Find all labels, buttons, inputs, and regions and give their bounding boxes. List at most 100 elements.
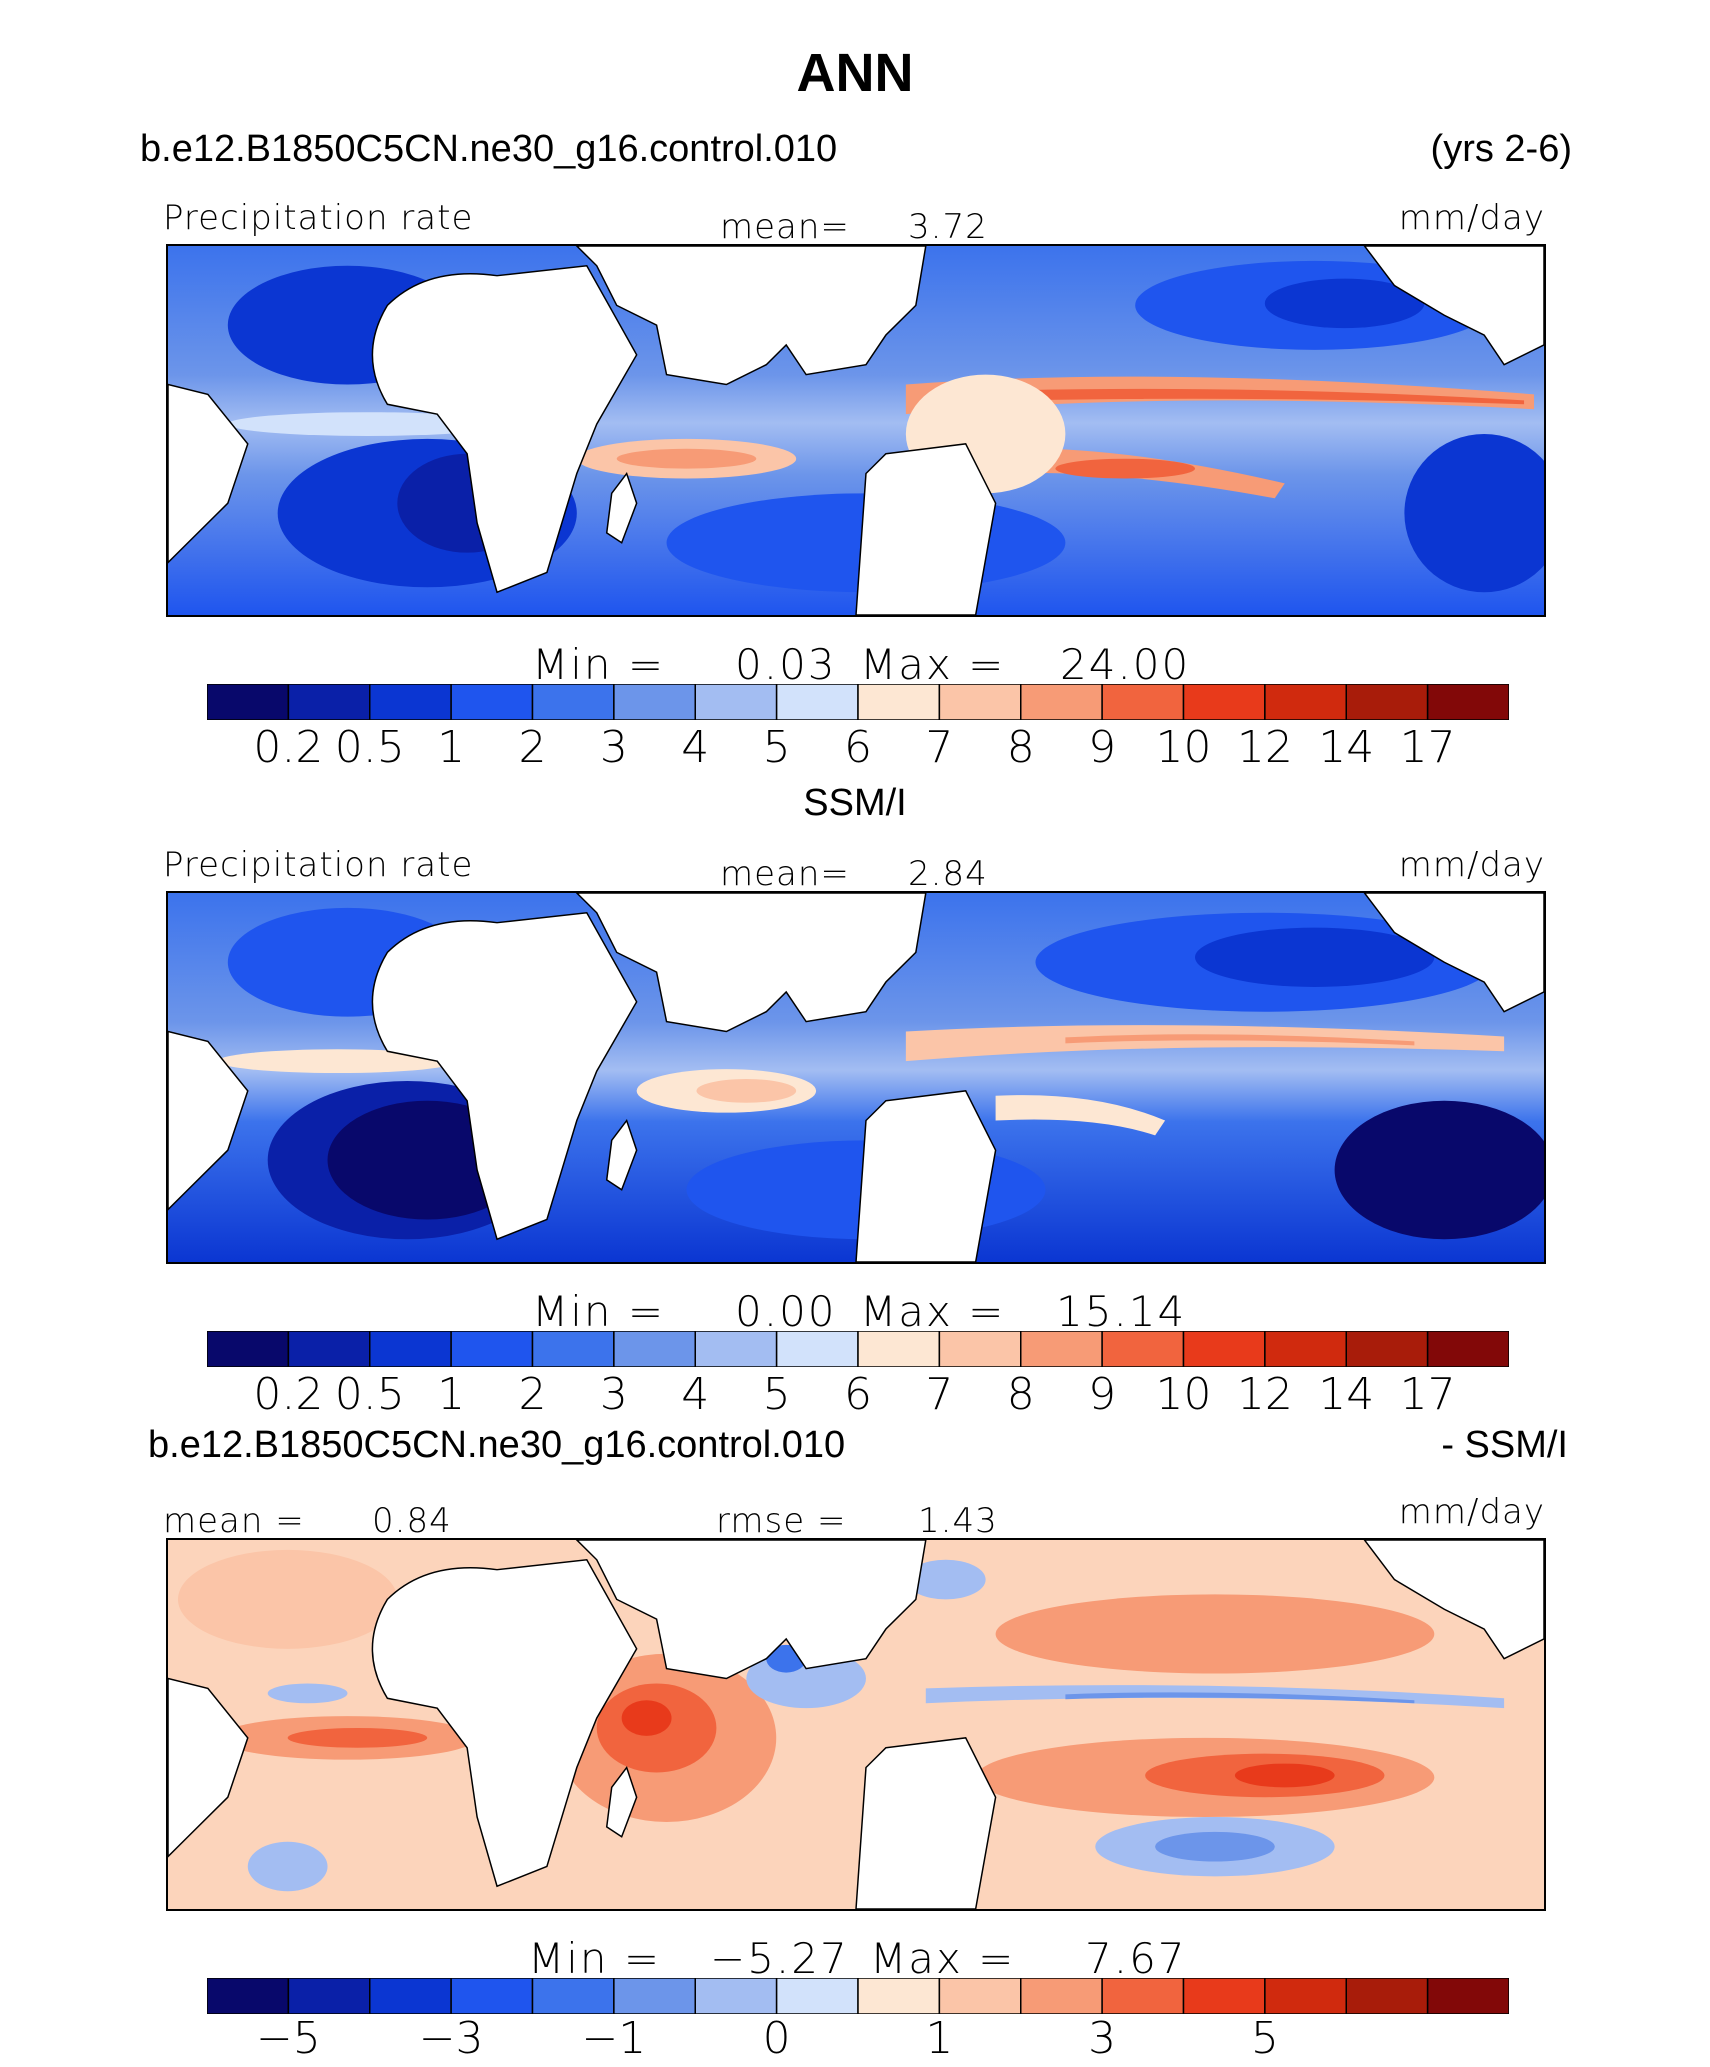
colorbar-box-2-0 bbox=[207, 1331, 290, 1367]
tick-label: 8 bbox=[1006, 1369, 1035, 1420]
africa bbox=[371, 911, 638, 1241]
colorbar-box-1-5 bbox=[613, 684, 697, 720]
australia bbox=[855, 1737, 997, 1909]
colorbar-box-2-7 bbox=[775, 1331, 859, 1367]
tick-label: 7 bbox=[925, 722, 954, 773]
colorbar-box-2-5 bbox=[613, 1331, 697, 1367]
panel3-rmse-label: rmse = bbox=[716, 1501, 847, 1541]
colorbar-box-2-15 bbox=[1426, 1331, 1509, 1367]
panel1-map bbox=[166, 244, 1546, 617]
colorbar-box-3-15 bbox=[1426, 1978, 1509, 2014]
panel2-variable: Precipitation rate bbox=[163, 845, 474, 885]
colorbar-box-3-4 bbox=[531, 1978, 615, 2014]
tick-label: 12 bbox=[1236, 1369, 1293, 1420]
colorbar-box-1-10 bbox=[1020, 684, 1103, 720]
colorbar-box-3-8 bbox=[857, 1978, 941, 2014]
colorbar-box-2-6 bbox=[694, 1331, 778, 1367]
north-america bbox=[1363, 246, 1544, 366]
panel2-min-value: 0.00 bbox=[735, 1287, 837, 1336]
panel1-variable: Precipitation rate bbox=[163, 198, 474, 238]
north-america bbox=[1363, 1540, 1544, 1660]
dry-zone-se-pacific bbox=[1404, 433, 1544, 593]
panel3-rmse-value: 1.43 bbox=[918, 1501, 998, 1541]
tick-label: 7 bbox=[925, 1369, 954, 1420]
panel1-mean-label: mean= bbox=[720, 207, 850, 247]
colorbar-box-2-8 bbox=[857, 1331, 941, 1367]
colorbar-box-1-8 bbox=[857, 684, 941, 720]
colorbar-box-1-12 bbox=[1182, 684, 1266, 720]
africa bbox=[371, 264, 638, 594]
asia bbox=[575, 246, 927, 386]
tick-label: 2 bbox=[518, 1369, 547, 1420]
panel1-max-label: Max = bbox=[860, 640, 1006, 689]
colorbar-box-1-13 bbox=[1264, 684, 1348, 720]
panel1-max-value: 24.00 bbox=[1060, 640, 1191, 689]
colorbar-box-1-1 bbox=[287, 684, 371, 720]
south-america bbox=[168, 383, 249, 564]
diff-suffix: - SSM/I bbox=[1441, 1424, 1568, 1466]
obs-title: SSM/I bbox=[803, 782, 907, 824]
tick-label: 4 bbox=[681, 1369, 710, 1420]
colorbar-box-3-13 bbox=[1264, 1978, 1348, 2014]
tick-label: 6 bbox=[844, 722, 872, 773]
tick-label: 17 bbox=[1399, 722, 1456, 773]
australia bbox=[855, 443, 997, 615]
north-america bbox=[1363, 893, 1544, 1013]
panel2-mean-label: mean= bbox=[720, 854, 850, 894]
tick-label: 0.2 bbox=[253, 1369, 324, 1420]
tick-label: 0.2 bbox=[253, 722, 324, 773]
panel2-tick-labels: 0.2 0.5 1 2 3 4 5 6 7 8 9 10 12 14 17 bbox=[207, 1369, 1509, 1425]
tick-label: 10 bbox=[1155, 1369, 1212, 1420]
colorbar-box-2-9 bbox=[938, 1331, 1022, 1367]
tick-label: 0 bbox=[762, 2013, 791, 2064]
colorbar-box-3-10 bbox=[1020, 1978, 1103, 2014]
itcz-pacific bbox=[905, 1025, 1505, 1062]
colorbar-box-2-12 bbox=[1182, 1331, 1266, 1367]
panel1-min-label: Min = bbox=[532, 640, 666, 689]
tick-label: 6 bbox=[844, 1369, 872, 1420]
colorbar-box-3-0 bbox=[207, 1978, 290, 2014]
colorbar-box-2-4 bbox=[531, 1331, 615, 1367]
tick-label: 10 bbox=[1155, 722, 1212, 773]
colorbar-box-1-7 bbox=[775, 684, 859, 720]
colorbar-box-1-3 bbox=[450, 684, 534, 720]
madagascar bbox=[605, 1118, 638, 1191]
colorbar-box-3-9 bbox=[938, 1978, 1022, 2014]
panel2-min-label: Min = bbox=[532, 1287, 666, 1336]
tick-label: 5 bbox=[1250, 2013, 1279, 2064]
panel1-colorbar bbox=[207, 684, 1509, 720]
itcz-atlantic bbox=[227, 412, 508, 436]
tick-label: 3 bbox=[599, 722, 628, 773]
panel3-tick-labels: −5 −3 −1 0 1 3 5 bbox=[207, 2013, 1509, 2067]
panel1-min-value: 0.03 bbox=[735, 640, 837, 689]
years-label: (yrs 2-6) bbox=[1430, 128, 1572, 170]
colorbar-box-2-1 bbox=[287, 1331, 371, 1367]
colorbar-box-3-12 bbox=[1182, 1978, 1266, 2014]
tick-label: 0.5 bbox=[334, 1369, 405, 1420]
tick-label: 2 bbox=[518, 722, 547, 773]
panel3-mean-label: mean = bbox=[163, 1501, 305, 1541]
dry-zone-se-pacific bbox=[1334, 1100, 1544, 1240]
colorbar-box-3-6 bbox=[694, 1978, 778, 2014]
case-name: b.e12.B1850C5CN.ne30_g16.control.010 bbox=[140, 128, 838, 170]
spcz bbox=[995, 1095, 1166, 1136]
panel3-map bbox=[166, 1538, 1546, 1911]
panel3-min-value: −5.27 bbox=[710, 1934, 849, 1983]
panel2-map bbox=[166, 891, 1546, 1264]
tick-label: 1 bbox=[437, 722, 466, 773]
colorbar-box-2-13 bbox=[1264, 1331, 1348, 1367]
colorbar-box-2-14 bbox=[1345, 1331, 1429, 1367]
panel3-units: mm/day bbox=[1398, 1492, 1545, 1532]
panel3-min-label: Min = bbox=[528, 1934, 662, 1983]
panel2-colorbar bbox=[207, 1331, 1509, 1367]
tick-label: 14 bbox=[1318, 722, 1375, 773]
panel1-units: mm/day bbox=[1398, 198, 1545, 238]
panel2-mean-value: 2.84 bbox=[908, 854, 988, 894]
tick-label: 12 bbox=[1236, 722, 1293, 773]
tick-label: 17 bbox=[1399, 1369, 1456, 1420]
figure-title: ANN bbox=[796, 43, 914, 103]
colorbar-box-1-2 bbox=[369, 684, 452, 720]
diff-case-name: b.e12.B1850C5CN.ne30_g16.control.010 bbox=[148, 1424, 846, 1466]
africa bbox=[371, 1558, 638, 1888]
panel2-max-label: Max = bbox=[860, 1287, 1006, 1336]
